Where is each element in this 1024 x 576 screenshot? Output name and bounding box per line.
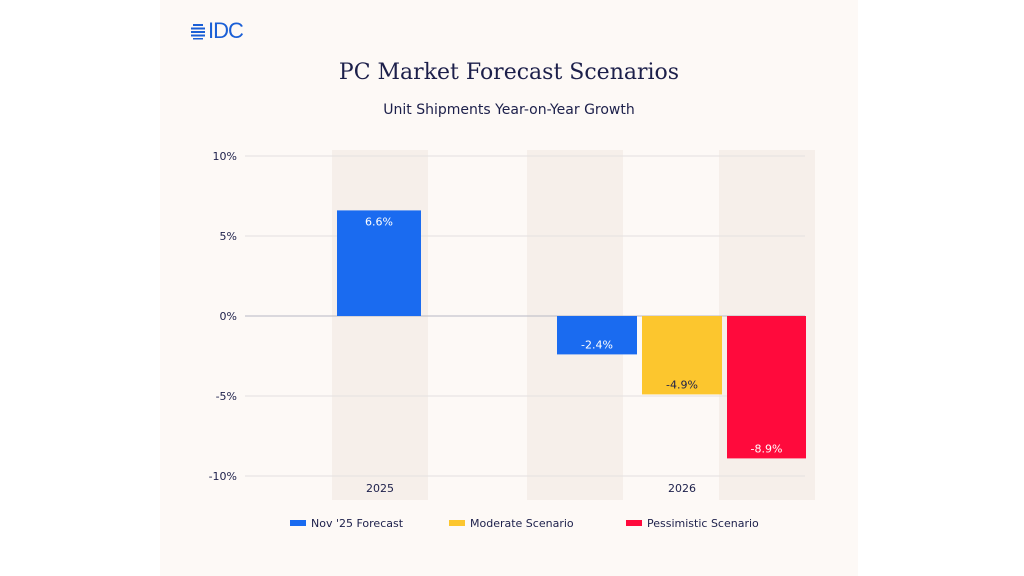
data-label: -4.9% xyxy=(666,378,698,391)
idc-logo: IDC xyxy=(190,18,244,44)
globe-icon xyxy=(191,24,205,40)
column-band xyxy=(332,150,428,500)
x-category-label: 2026 xyxy=(668,482,696,495)
logo-text: IDC xyxy=(208,18,244,43)
bar xyxy=(642,316,722,395)
legend-swatch xyxy=(626,520,642,526)
legend-label: Moderate Scenario xyxy=(470,517,574,530)
y-tick-label: 5% xyxy=(220,230,237,243)
legend-swatch xyxy=(290,520,306,526)
y-tick-label: -5% xyxy=(216,390,237,403)
y-tick-label: 0% xyxy=(220,310,237,323)
bar xyxy=(337,210,421,316)
bar xyxy=(557,316,637,355)
data-label: -2.4% xyxy=(581,338,613,351)
legend-swatch xyxy=(449,520,465,526)
y-tick-label: -10% xyxy=(209,470,237,483)
chart-title: PC Market Forecast Scenarios xyxy=(338,60,680,85)
chart-subtitle: Unit Shipments Year-on-Year Growth xyxy=(383,102,635,118)
bar xyxy=(727,316,806,459)
legend-label: Pessimistic Scenario xyxy=(647,517,759,530)
legend-label: Nov '25 Forecast xyxy=(311,517,404,530)
y-tick-label: 10% xyxy=(213,150,237,163)
data-label: -8.9% xyxy=(751,442,783,455)
x-category-label: 2025 xyxy=(366,482,394,495)
data-label: 6.6% xyxy=(365,215,393,228)
